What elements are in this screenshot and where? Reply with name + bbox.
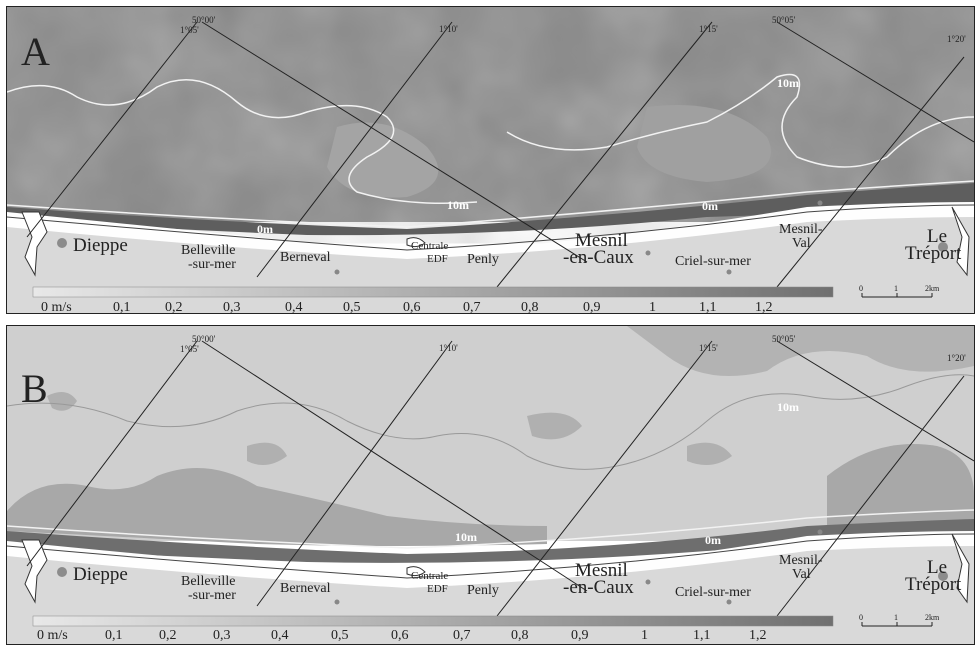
town-mesnil-val-line1: Mesnil- (779, 222, 823, 237)
panel-b: 10m 10m 0m 50°00' 1°05' 1°10' 1°15' (6, 325, 975, 645)
svg-text:2km: 2km (925, 613, 940, 622)
town-belleville-line1: Belleville (181, 243, 235, 258)
svg-text:1,1: 1,1 (693, 628, 711, 643)
svg-text:0,9: 0,9 (583, 300, 601, 313)
svg-text:0,3: 0,3 (213, 628, 231, 643)
svg-text:2km: 2km (925, 284, 940, 293)
town-penly: Penly (467, 252, 499, 267)
svg-text:0,9: 0,9 (571, 628, 589, 643)
town-treport-line2: Tréport (905, 574, 962, 595)
svg-text:0,1: 0,1 (105, 628, 123, 643)
town-belleville-line2: -sur-mer (188, 257, 236, 272)
plant-centrale-line1: Centrale (411, 570, 448, 582)
svg-text:1,1: 1,1 (699, 300, 717, 313)
svg-text:0,2: 0,2 (159, 628, 177, 643)
town-mesnil-val-line1: Mesnil- (779, 553, 823, 568)
town-criel: Criel-sur-mer (675, 254, 751, 269)
svg-text:0,7: 0,7 (463, 300, 481, 313)
svg-text:0,1: 0,1 (113, 300, 131, 313)
svg-text:0,4: 0,4 (285, 300, 303, 313)
town-berneval: Berneval (280, 250, 331, 265)
town-dieppe: Dieppe (73, 235, 128, 256)
svg-text:0: 0 (859, 613, 863, 622)
svg-text:0,5: 0,5 (343, 300, 361, 313)
town-criel: Criel-sur-mer (675, 585, 751, 600)
grid-label: 1°15' (699, 24, 718, 34)
plant-centrale-line2: EDF (427, 583, 448, 595)
panel-b-map: 10m 10m 0m 50°00' 1°05' 1°10' 1°15' (7, 326, 974, 644)
iso-label-10m: 10m (447, 198, 469, 212)
town-belleville-line1: Belleville (181, 574, 235, 589)
grid-label: 1°20' (947, 353, 966, 363)
panel-a-map: 10m 10m 0m 0m 50°00' 1°05' (7, 7, 974, 313)
grid-label: 1°10' (439, 24, 458, 34)
grid-label: 50°05' (772, 334, 796, 344)
svg-text:1,2: 1,2 (749, 628, 767, 643)
grid-label: 50°05' (772, 15, 796, 25)
svg-text:1,2: 1,2 (755, 300, 773, 313)
svg-text:0,8: 0,8 (511, 628, 529, 643)
panel-letter: A (21, 29, 50, 74)
town-belleville-line2: -sur-mer (188, 588, 236, 603)
iso-label-0m: 0m (705, 533, 721, 547)
velocity-scale-bar (33, 287, 833, 297)
panel-letter: B (21, 366, 48, 411)
iso-label-10m: 10m (455, 530, 477, 544)
grid-label: 1°05' (180, 344, 199, 354)
town-mesnil-caux-line2: -en-Caux (563, 247, 634, 268)
svg-text:1: 1 (894, 613, 898, 622)
plant-centrale-line1: Centrale (411, 240, 448, 252)
town-berneval: Berneval (280, 581, 331, 596)
svg-text:0,2: 0,2 (165, 300, 183, 313)
svg-text:0,3: 0,3 (223, 300, 241, 313)
grid-label: 1°05' (180, 25, 199, 35)
iso-label-10m: 10m (777, 76, 799, 90)
grid-label: 50°00' (192, 334, 216, 344)
grid-label: 50°00' (192, 15, 216, 25)
svg-text:0,5: 0,5 (331, 628, 349, 643)
svg-text:0,6: 0,6 (391, 628, 409, 643)
iso-label-0m: 0m (257, 222, 273, 236)
svg-text:0,4: 0,4 (271, 628, 289, 643)
town-penly: Penly (467, 583, 499, 598)
svg-text:0: 0 (859, 284, 863, 293)
svg-text:0 m/s: 0 m/s (41, 300, 72, 313)
town-treport-line2: Tréport (905, 243, 962, 264)
svg-text:0 m/s: 0 m/s (37, 628, 68, 643)
town-mesnil-caux-line2: -en-Caux (563, 577, 634, 598)
grid-label: 1°10' (439, 343, 458, 353)
grid-label: 1°15' (699, 343, 718, 353)
town-mesnil-val-line2: Val (792, 236, 811, 251)
svg-text:0,7: 0,7 (453, 628, 471, 643)
svg-text:0,6: 0,6 (403, 300, 421, 313)
svg-text:1: 1 (894, 284, 898, 293)
iso-label-0m: 0m (702, 199, 718, 213)
plant-centrale-line2: EDF (427, 253, 448, 265)
svg-text:1: 1 (649, 300, 656, 313)
town-dieppe: Dieppe (73, 564, 128, 585)
svg-text:1: 1 (641, 628, 648, 643)
grid-label: 1°20' (947, 34, 966, 44)
velocity-scale-bar (33, 616, 833, 626)
panel-a: 10m 10m 0m 0m 50°00' 1°05' (6, 6, 975, 314)
town-mesnil-val-line2: Val (792, 567, 811, 582)
svg-text:0,8: 0,8 (521, 300, 539, 313)
iso-label-10m: 10m (777, 400, 799, 414)
